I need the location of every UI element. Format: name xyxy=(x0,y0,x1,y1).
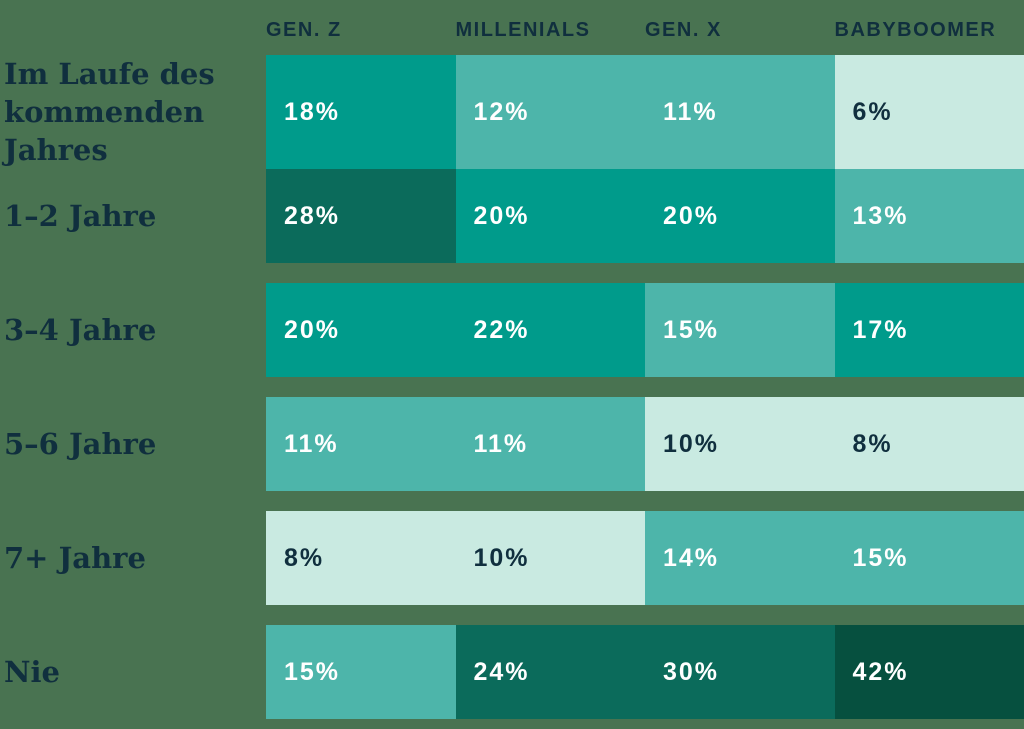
row-label: 7+ Jahre xyxy=(4,541,146,575)
table-row: 5–6 Jahre 11% 11% 10% 8% xyxy=(0,397,1024,491)
row-label: 1–2 Jahre xyxy=(4,199,157,233)
value-cell: 8% xyxy=(834,397,1024,491)
value-cell: 24% xyxy=(455,625,645,719)
column-header-row: GEN. Z MILLENIALS GEN. X BABYBOOMER xyxy=(0,0,1024,55)
value-cell: 17% xyxy=(834,283,1024,377)
row-label: Nie xyxy=(4,655,60,689)
table-row: 3–4 Jahre 20% 22% 15% 17% xyxy=(0,283,1024,377)
table-row: 1–2 Jahre 28% 20% 20% 13% xyxy=(0,169,1024,263)
table-row: 7+ Jahre 8% 10% 14% 15% xyxy=(0,511,1024,605)
value-cell: 10% xyxy=(455,511,645,605)
row-label: 3–4 Jahre xyxy=(4,313,157,347)
value-cell: 20% xyxy=(645,169,835,263)
value-cell: 11% xyxy=(455,397,645,491)
value-cell: 42% xyxy=(834,625,1024,719)
value-cell: 15% xyxy=(834,511,1024,605)
value-cell: 22% xyxy=(455,283,645,377)
value-cell: 18% xyxy=(266,55,456,169)
value-cell: 15% xyxy=(266,625,456,719)
table-row: Im Laufe des kommenden Jahres 18% 12% 11% 6% xyxy=(0,55,1024,169)
value-cell: 11% xyxy=(645,55,835,169)
value-cell: 13% xyxy=(834,169,1024,263)
column-header: GEN. X xyxy=(645,19,722,41)
table-body: Im Laufe des kommenden Jahres 18% 12% 11% 6%… xyxy=(0,55,1024,719)
table-row: Nie 15% 24% 30% 42% xyxy=(0,625,1024,719)
column-header: MILLENIALS xyxy=(455,19,591,41)
value-cell: 12% xyxy=(455,55,645,169)
value-cell: 28% xyxy=(266,169,456,263)
row-label: 5–6 Jahre xyxy=(4,427,157,461)
row-label: Im Laufe des kommenden Jahres xyxy=(4,57,215,167)
value-cell: 20% xyxy=(266,283,456,377)
column-header: BABYBOOMER xyxy=(834,19,997,41)
column-header: GEN. Z xyxy=(266,19,342,41)
value-cell: 6% xyxy=(834,55,1024,169)
value-cell: 20% xyxy=(455,169,645,263)
value-cell: 11% xyxy=(266,397,456,491)
value-cell: 8% xyxy=(266,511,456,605)
value-cell: 30% xyxy=(645,625,835,719)
value-cell: 14% xyxy=(645,511,835,605)
value-cell: 10% xyxy=(645,397,835,491)
value-cell: 15% xyxy=(645,283,835,377)
